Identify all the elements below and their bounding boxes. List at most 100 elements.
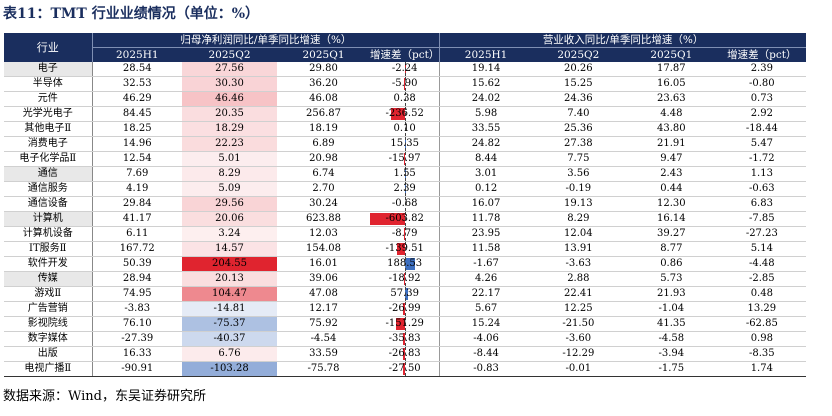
p-q1-value: 46.08: [277, 91, 370, 107]
p-q2-value: 204.55: [182, 256, 277, 272]
profit-diff-cell: 1.55: [370, 166, 440, 182]
zero-axis: [404, 332, 406, 346]
industry-name: 影视院线: [4, 316, 93, 332]
p-q2-value: -103.28: [182, 361, 277, 377]
p-q2-value: 18.29: [182, 121, 277, 137]
r-q2-value: 22.41: [531, 286, 625, 302]
r-h1-value: 15.24: [439, 316, 532, 332]
zero-axis: [404, 107, 406, 121]
table-row: 出版 16.33 6.76 33.59 -26.83 -8.44 -12.29 -3.94 -8…: [4, 346, 806, 362]
r-diff-value: 5.47: [717, 136, 806, 152]
p-q2-value: -14.81: [182, 301, 277, 317]
header-revenue-group: 营业收入同比/单季同比增速（%）: [439, 33, 806, 48]
profit-diff-cell: -35.83: [370, 331, 440, 347]
r-q1-value: 4.48: [624, 106, 718, 122]
p-q2-value: 3.24: [182, 226, 277, 242]
p-h1-value: -90.91: [92, 361, 182, 377]
p-q2-value: 104.47: [182, 286, 277, 302]
r-q2-value: 24.36: [531, 91, 625, 107]
industry-name: 电子: [4, 62, 93, 77]
zero-axis: [404, 137, 406, 151]
r-q2-value: 12.25: [531, 301, 625, 317]
profit-diff-cell: 2.39: [370, 181, 440, 197]
r-h1-value: 16.07: [439, 196, 532, 212]
table-row: 影视院线 76.10 -75.37 75.92 -151.29 15.24 -21.50 41…: [4, 316, 806, 332]
p-q2-value: -40.37: [182, 331, 277, 347]
zero-axis: [404, 77, 406, 91]
industry-name: 出版: [4, 346, 93, 362]
r-diff-value: 6.83: [717, 196, 806, 212]
diff-value: -0.68: [391, 198, 418, 209]
p-h1-value: 12.54: [92, 151, 182, 167]
r-diff-value: 0.48: [717, 286, 806, 302]
p-h1-value: 46.29: [92, 91, 182, 107]
r-diff-value: -27.23: [717, 226, 806, 242]
r-q1-value: 39.27: [624, 226, 718, 242]
zero-axis: [404, 227, 406, 241]
industry-name: 光学光电子: [4, 106, 93, 122]
p-h1-value: 41.17: [92, 211, 182, 227]
p-q1-value: 29.80: [277, 62, 370, 77]
table-row: 电视广播Ⅱ -90.91 -103.28 -75.78 -27.50 -0.83 -0.01…: [4, 361, 806, 377]
table-row: 软件开发 50.39 204.55 16.01 188.53 -1.67 -3.63 0.86…: [4, 256, 806, 272]
profit-diff-cell: -8.79: [370, 226, 440, 242]
p-q2-value: 46.46: [182, 91, 277, 107]
industry-name: 电子化学品Ⅱ: [4, 151, 93, 167]
diff-value: -603.82: [385, 213, 424, 224]
diff-value: -151.29: [385, 318, 424, 329]
diff-value: 0.38: [393, 93, 416, 104]
table-row: IT服务Ⅱ 167.72 14.57 154.08 -139.51 11.58 13.91 8…: [4, 241, 806, 257]
r-q1-value: -1.04: [624, 301, 718, 317]
r-diff-value: -7.85: [717, 211, 806, 227]
p-q1-value: 2.70: [277, 181, 370, 197]
zero-axis: [404, 92, 406, 106]
p-q1-value: 47.08: [277, 286, 370, 302]
table-row: 通信设备 29.84 29.56 30.24 -0.68 16.07 19.13 12.30 6…: [4, 196, 806, 212]
diff-value: 188.53: [387, 258, 423, 269]
profit-diff-cell: -139.51: [370, 241, 440, 257]
p-q1-value: 18.19: [277, 121, 370, 137]
r-q1-value: 41.35: [624, 316, 718, 332]
r-diff-value: -1.72: [717, 151, 806, 167]
industry-name: 传媒: [4, 271, 93, 287]
diff-value: -27.50: [388, 363, 421, 374]
p-h1-value: 32.53: [92, 76, 182, 92]
table-row: 其他电子Ⅱ 18.25 18.29 18.19 0.10 33.55 25.36 43.80-…: [4, 121, 806, 137]
r-q2-value: 2.88: [531, 271, 625, 287]
diff-bar: [404, 288, 408, 300]
zero-axis: [404, 62, 406, 76]
p-h1-value: 74.95: [92, 286, 182, 302]
p-q2-value: 5.01: [182, 151, 277, 167]
r-h1-value: -0.83: [439, 361, 532, 377]
header-col: 2025Q1: [277, 47, 370, 62]
r-q2-value: -3.63: [531, 256, 625, 272]
industry-name: 计算机设备: [4, 226, 93, 242]
header-col: 2025H1: [439, 47, 532, 62]
diff-value: -35.83: [388, 333, 421, 344]
r-h1-value: 24.02: [439, 91, 532, 107]
p-h1-value: 29.84: [92, 196, 182, 212]
p-q1-value: 256.87: [277, 106, 370, 122]
r-h1-value: 5.98: [439, 106, 532, 122]
p-q1-value: -75.78: [277, 361, 370, 377]
header-profit-group: 归母净利润同比/单季同比增速（%）: [92, 33, 440, 48]
r-h1-value: 11.58: [439, 241, 532, 257]
profit-diff-cell: 15.35: [370, 136, 440, 152]
r-q2-value: 3.56: [531, 166, 625, 182]
r-q2-value: 8.29: [531, 211, 625, 227]
profit-diff-cell: -0.68: [370, 196, 440, 212]
r-h1-value: 22.17: [439, 286, 532, 302]
header-col: 增速差（pct）: [370, 47, 440, 62]
p-q1-value: -4.54: [277, 331, 370, 347]
zero-axis: [404, 302, 406, 316]
diff-bar: [403, 348, 405, 360]
profit-diff-cell: -603.82: [370, 211, 440, 227]
p-h1-value: 4.19: [92, 181, 182, 197]
p-q2-value: 22.23: [182, 136, 277, 152]
table-row: 电子 28.54 27.56 29.80 -2.24 19.14 20.26 17.87 2.3…: [4, 62, 806, 77]
r-diff-value: 13.29: [717, 301, 806, 317]
r-q1-value: 0.44: [624, 181, 718, 197]
r-q2-value: 12.04: [531, 226, 625, 242]
r-h1-value: 0.12: [439, 181, 532, 197]
industry-name: 游戏Ⅱ: [4, 286, 93, 302]
